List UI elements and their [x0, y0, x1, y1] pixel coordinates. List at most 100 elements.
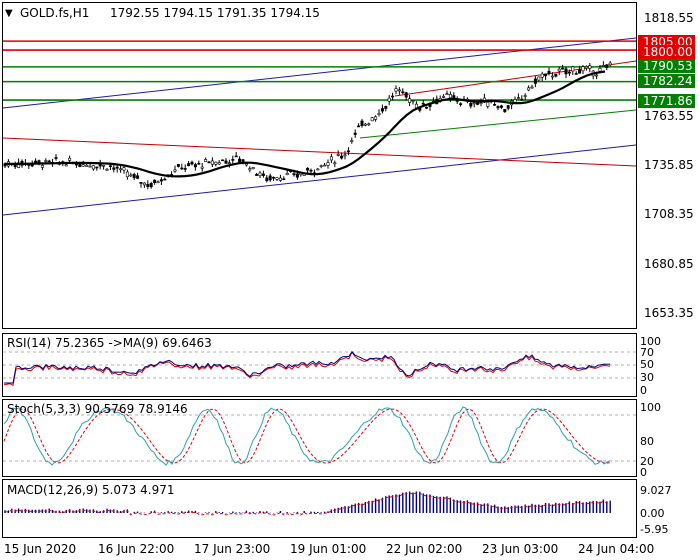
- candle-body: [142, 182, 146, 186]
- candle-body: [200, 166, 204, 169]
- candle-body: [561, 67, 565, 70]
- stoch-main-line: [3, 406, 611, 466]
- candle-body: [115, 166, 119, 169]
- candle-body: [605, 64, 609, 68]
- candle-body: [554, 73, 558, 77]
- candle-body: [285, 172, 289, 176]
- rsi-ma-line: [3, 351, 611, 387]
- candle-body: [95, 166, 99, 169]
- time-label: 15 Jun 2020: [4, 542, 76, 556]
- candle-body: [523, 95, 527, 97]
- candle-body: [136, 175, 140, 179]
- candle-body: [520, 98, 524, 101]
- candle-body: [234, 155, 238, 158]
- ohlc-values: 1792.55 1794.15 1791.35 1794.15: [110, 6, 320, 20]
- macd-tick: 9.027: [640, 484, 672, 497]
- candle-body: [119, 168, 123, 171]
- candle-body: [74, 163, 78, 166]
- candle-body: [598, 67, 602, 72]
- candle-body: [238, 158, 242, 163]
- macd-panel-frame[interactable]: [2, 479, 637, 538]
- macd-tick: 0.00: [640, 507, 665, 520]
- candle-body: [425, 106, 429, 109]
- rsi-tick: 0: [640, 384, 647, 397]
- rsi-panel-frame[interactable]: [2, 333, 637, 397]
- candle-body: [217, 162, 221, 165]
- candle-body: [187, 163, 191, 167]
- triangle-down-icon[interactable]: ▼: [5, 8, 13, 19]
- candle-body: [374, 116, 378, 120]
- level-badge-1782: [638, 74, 695, 88]
- candle-body: [54, 157, 58, 159]
- candle-body: [571, 66, 575, 72]
- candle-body: [183, 168, 187, 170]
- price-panel-frame[interactable]: [2, 2, 637, 329]
- level-badge-1800: [638, 45, 695, 59]
- candle-body: [30, 164, 34, 167]
- candle-body: [479, 102, 483, 104]
- candle-body: [442, 96, 446, 98]
- candle-body: [581, 66, 585, 72]
- candle-body: [197, 162, 201, 165]
- candle-body: [251, 167, 255, 170]
- time-axis: 15 Jun 2020 16 Jun 22:00 17 Jun 23:00 19…: [4, 542, 654, 556]
- candle-body: [476, 102, 480, 105]
- macd-label: MACD(12,26,9) 5.073 4.971: [7, 483, 174, 497]
- stoch-panel-frame[interactable]: [2, 399, 637, 477]
- candle-body: [190, 161, 194, 165]
- candle-body: [537, 76, 541, 81]
- candle-body: [47, 160, 51, 163]
- candles: [3, 60, 612, 190]
- candle-body: [323, 164, 327, 167]
- candle-body: [397, 89, 401, 92]
- candle-body: [608, 62, 612, 66]
- candle-body: [258, 172, 262, 177]
- candle-body: [275, 177, 279, 180]
- candle-body: [469, 102, 473, 107]
- candle-body: [353, 132, 357, 135]
- chart-header: ▼ GOLD.fs,H1 1792.55 1794.15 1791.35 179…: [5, 6, 320, 20]
- candle-body: [564, 68, 568, 75]
- stoch-label: Stoch(5,3,3) 90.5769 78.9146: [7, 402, 188, 416]
- candle-body: [557, 68, 561, 72]
- candle-body: [408, 98, 412, 103]
- candle-body: [601, 65, 605, 67]
- candle-body: [336, 154, 340, 156]
- candle-body: [163, 178, 167, 181]
- price-tick: 1735.85: [644, 158, 694, 172]
- candle-body: [506, 105, 510, 109]
- candle-body: [214, 161, 218, 165]
- candle-body: [85, 164, 89, 167]
- price-axis: 1818.55 1763.55 1735.85 1708.35 1680.85 …: [644, 11, 694, 320]
- level-badge-1771: [638, 94, 695, 108]
- candle-body: [370, 117, 374, 122]
- rsi-tick: 70: [640, 346, 654, 359]
- level-badge-label: 1771.86: [643, 94, 693, 108]
- candle-body: [282, 178, 286, 181]
- stoch-tick: 0: [640, 466, 647, 479]
- candle-body: [193, 164, 197, 168]
- candle-body: [421, 102, 425, 105]
- candle-body: [132, 174, 136, 179]
- candle-body: [221, 159, 225, 162]
- candle-body: [146, 184, 150, 187]
- candle-body: [516, 97, 520, 99]
- candle-body: [88, 165, 92, 168]
- candle-body: [153, 179, 157, 183]
- candle-body: [343, 154, 347, 157]
- candle-body: [108, 165, 112, 167]
- candle-body: [595, 74, 599, 77]
- channel-line-green: [359, 109, 637, 139]
- stoch-tick: 80: [640, 435, 654, 448]
- level-badge-label: 1800.00: [643, 45, 693, 59]
- candle-body: [540, 73, 544, 78]
- candle-body: [224, 160, 228, 164]
- rsi-tick: 50: [640, 358, 654, 371]
- candle-body: [350, 140, 354, 142]
- candle-body: [486, 101, 490, 107]
- candle-body: [122, 167, 126, 171]
- candle-body: [81, 164, 85, 167]
- candle-body: [588, 65, 592, 69]
- candle-body: [156, 181, 160, 184]
- candle-body: [244, 163, 248, 166]
